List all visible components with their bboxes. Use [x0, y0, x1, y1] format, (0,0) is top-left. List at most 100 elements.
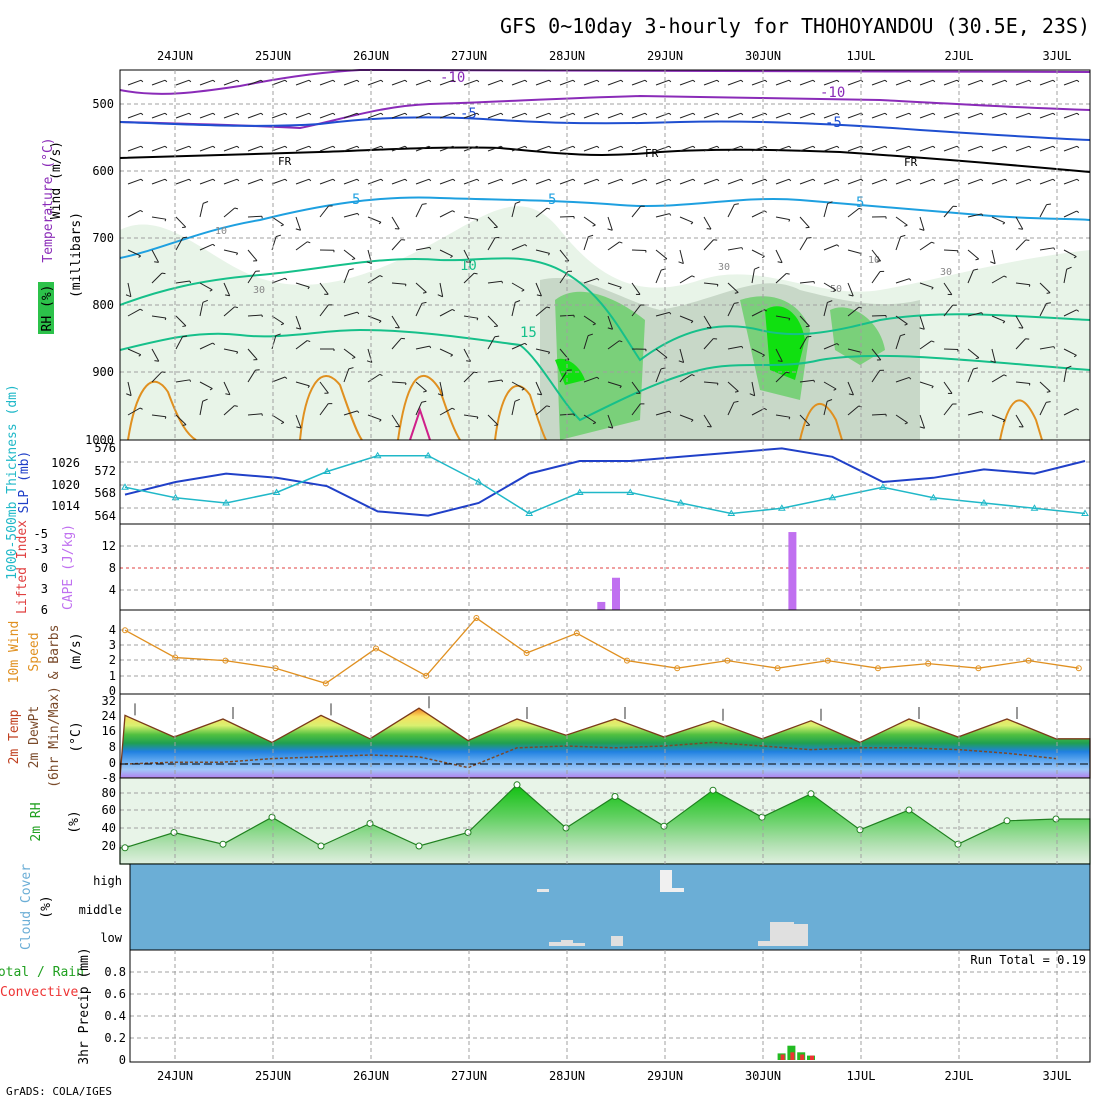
wind-barb — [775, 145, 790, 152]
isotherm-20 — [494, 384, 547, 441]
wind-barb — [655, 145, 670, 152]
cape-tick: 12 — [102, 539, 116, 553]
wind-barb — [1039, 145, 1054, 152]
wind10-point — [222, 657, 229, 664]
wind-barb-flag — [678, 261, 684, 265]
run-total-label: Run Total = 0.19 — [970, 953, 1086, 967]
wind-barb-flag — [437, 393, 444, 397]
wind-barb — [463, 216, 478, 220]
wind-barb-flag — [596, 79, 600, 83]
wind-barb — [583, 112, 598, 119]
wind-barb — [823, 302, 828, 317]
wind-barb — [415, 145, 430, 152]
wind-barb-flag — [1028, 79, 1032, 83]
wind-barb-flag — [332, 79, 336, 83]
wind-barb-flag — [500, 79, 504, 83]
wind-barb — [655, 311, 670, 317]
wind-barb — [991, 79, 1006, 86]
wind-barb — [775, 348, 783, 362]
wind-barb-flag — [236, 351, 239, 355]
wind-barb — [367, 275, 381, 284]
wind-barb-flag — [619, 340, 623, 343]
wind-barb — [463, 112, 478, 119]
wind-barb — [487, 79, 502, 86]
wind-barb-flag — [501, 281, 503, 284]
contour-label: 10 — [868, 255, 880, 266]
wind-barb — [295, 315, 302, 330]
wind-barb-flag — [919, 426, 925, 429]
wind-barb-flag — [827, 201, 833, 204]
wind-barb — [847, 306, 860, 317]
rh2m-panel: 80 60 40 20 2m RH (%) — [29, 777, 1091, 865]
wind-barb — [487, 237, 496, 251]
wind-barb-flag — [644, 145, 648, 149]
wind-barb — [631, 381, 641, 394]
wind-barb — [631, 205, 642, 218]
wind-barb — [151, 371, 163, 383]
wind-barb — [919, 315, 925, 330]
bottom-date-tick: 1JUL — [847, 1069, 876, 1083]
wind-barb — [247, 348, 258, 360]
thickness-marker — [980, 499, 988, 506]
wind-barb — [343, 368, 350, 383]
wind-barb — [775, 216, 790, 221]
wind-barb-flag — [1052, 79, 1056, 83]
wind-barb-flag — [741, 346, 744, 349]
wind10-point — [925, 660, 932, 667]
wind-barb — [1039, 112, 1054, 119]
wind-barb — [1015, 239, 1027, 251]
rh2m-point — [268, 813, 276, 821]
wind-barb — [991, 216, 1005, 224]
wind-barb-flag — [813, 281, 815, 284]
wind-barb — [175, 112, 190, 119]
wind-barb-flag — [764, 145, 768, 149]
wind-barb — [151, 315, 166, 319]
wind-barb — [223, 282, 231, 296]
wind10-tick: 3 — [109, 638, 116, 652]
wind-barb-flag — [668, 145, 672, 149]
wind-barb-flag — [308, 112, 312, 116]
thickness-marker — [828, 493, 837, 501]
wind-barb-flag — [284, 145, 288, 149]
wind-barb — [487, 216, 498, 228]
wind-barb — [871, 112, 886, 119]
wind-barb — [943, 112, 958, 119]
wind-barb — [727, 178, 742, 185]
wind-barb-flag — [356, 112, 360, 116]
wind-barb — [127, 145, 142, 152]
wind-barb-flag — [592, 323, 596, 326]
wind-barb — [511, 401, 516, 416]
wind-barb-flag — [858, 306, 863, 309]
wind-barb — [151, 414, 166, 418]
wind-barb — [607, 340, 620, 350]
wind-barb-flag — [476, 178, 480, 182]
isotherm-minus10 — [119, 68, 1091, 95]
wind-barb — [775, 178, 790, 185]
wind-barb-flag — [836, 112, 840, 116]
wind10-point — [473, 615, 480, 622]
wind-barb — [535, 282, 542, 297]
wind-barb — [199, 302, 204, 317]
wind-barb-flag — [990, 360, 996, 364]
wind-barb-flag — [139, 308, 143, 312]
wind-barb-flag — [777, 261, 783, 264]
wind-barb-flag — [788, 219, 791, 222]
wind-barb — [895, 112, 910, 119]
wind-barb-flag — [476, 112, 480, 116]
wind-barb-flag — [1076, 309, 1080, 312]
wind-barb — [583, 277, 598, 284]
wind-barb — [967, 348, 980, 359]
wind-barb — [247, 413, 262, 416]
thickness-markers — [121, 451, 1089, 516]
wind-barb — [799, 281, 814, 284]
wind-barb — [607, 381, 622, 387]
wind-barb — [967, 145, 982, 152]
wind-barb-flag — [596, 376, 600, 380]
wind-barb-flag — [607, 228, 613, 231]
thickness-marker — [676, 499, 685, 506]
top-date-tick: 24JUN — [157, 49, 193, 63]
wind-barb — [463, 272, 475, 284]
wind-barb — [223, 405, 235, 416]
wind-barb-flag — [587, 333, 594, 337]
